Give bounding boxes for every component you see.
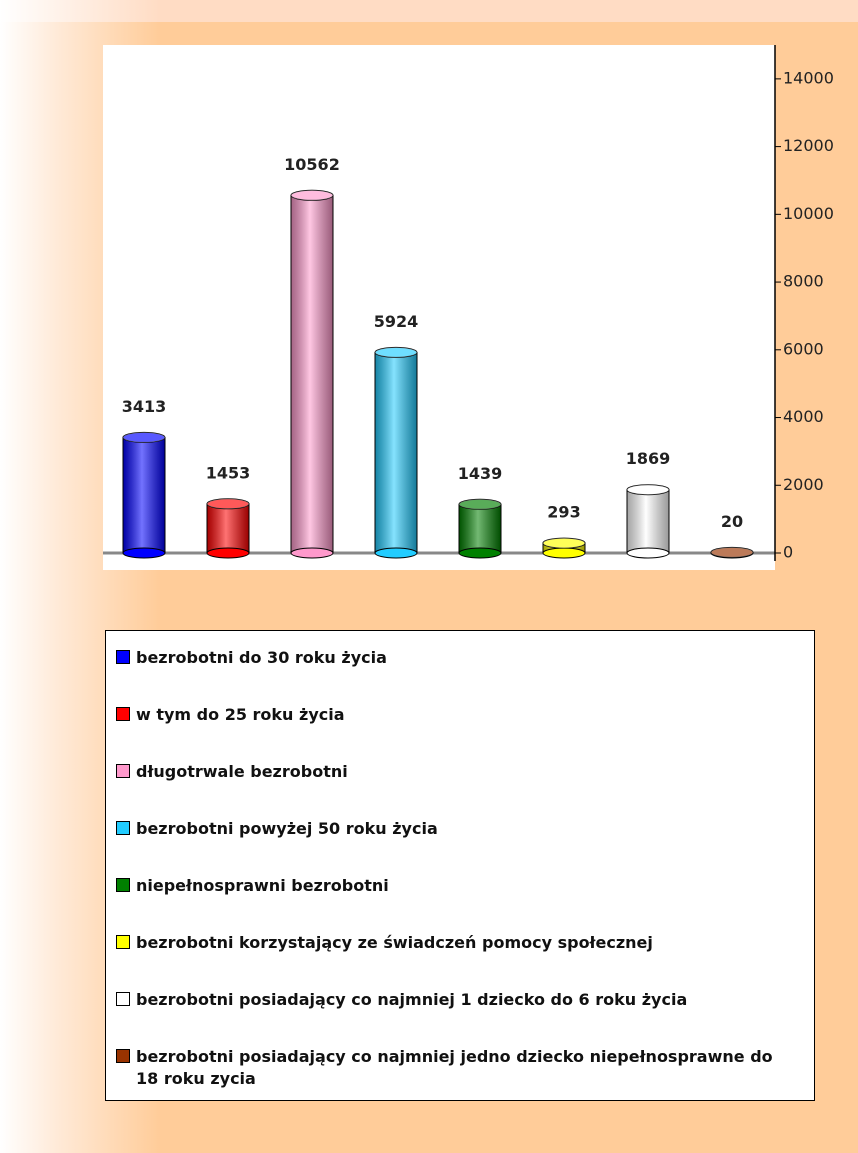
legend-label: bezrobotni posiadający co najmniej 1 dzi… [136, 990, 688, 1009]
bar-bottom [626, 547, 670, 559]
bar [290, 189, 334, 559]
legend-item: bezrobotni do 30 roku życia [106, 647, 814, 704]
y-tick-label: 2000 [783, 475, 824, 494]
bar-shade [207, 503, 249, 553]
bar [710, 546, 754, 559]
legend-label: długotrwale bezrobotni [136, 762, 348, 781]
legend-swatch [116, 650, 130, 664]
legend-swatch [116, 707, 130, 721]
bar-top-shine [711, 547, 753, 558]
legend-label: bezrobotni do 30 roku życia [136, 648, 387, 667]
legend-label: bezrobotni posiadający co najmniej jedno… [136, 1047, 773, 1088]
data-label: 20 [721, 512, 743, 531]
data-label: 10562 [284, 155, 340, 174]
bar-shade [123, 437, 165, 553]
legend-swatch [116, 1049, 130, 1063]
bar-shade [375, 352, 417, 553]
bar-top-shine [291, 190, 333, 201]
bar-top-shine [375, 347, 417, 358]
data-label: 5924 [374, 312, 419, 331]
bar-shade [291, 195, 333, 553]
bar-top [626, 484, 670, 496]
legend-item: bezrobotni powyżej 50 roku życia [106, 818, 814, 875]
y-tick-label: 10000 [783, 204, 834, 223]
bar-top-shine [627, 484, 669, 495]
bar-bottom [374, 547, 418, 559]
bar [626, 484, 670, 559]
bar-shade [627, 489, 669, 553]
bar-top-shine [207, 498, 249, 509]
bar [374, 346, 418, 559]
bar-top [290, 189, 334, 201]
legend-label: bezrobotni korzystający ze świadczeń pom… [136, 933, 653, 952]
legend-swatch [116, 935, 130, 949]
bar [458, 498, 502, 559]
bar-top [458, 498, 502, 510]
y-tick-label: 6000 [783, 339, 824, 358]
bar-top-shine [543, 538, 585, 549]
y-tick-label: 8000 [783, 272, 824, 291]
legend-item: niepełnosprawni bezrobotni [106, 875, 814, 932]
bar [206, 498, 250, 559]
bar-top-shine [123, 432, 165, 443]
bar-bottom [206, 547, 250, 559]
data-label: 1869 [626, 449, 671, 468]
data-label: 1439 [458, 464, 503, 483]
data-label: 293 [547, 503, 580, 522]
bar-top [374, 346, 418, 358]
bar-top [122, 431, 166, 443]
data-label: 1453 [206, 463, 251, 482]
legend-item: bezrobotni posiadający co najmniej 1 dzi… [106, 989, 814, 1046]
legend-swatch [116, 992, 130, 1006]
top-band [0, 0, 858, 22]
legend-item: długotrwale bezrobotni [106, 761, 814, 818]
legend-item: bezrobotni posiadający co najmniej jedno… [106, 1046, 814, 1103]
bar-top [206, 498, 250, 510]
y-tick-label: 0 [783, 543, 793, 562]
chart: 0 2000 4000 6000 8000 10000 12000 14000 3413 1453… [103, 45, 834, 570]
bar [122, 431, 166, 559]
bar-bottom [122, 547, 166, 559]
legend-swatch [116, 878, 130, 892]
plot-area [103, 45, 775, 570]
data-label: 3413 [122, 397, 167, 416]
bar-bottom [542, 547, 586, 559]
y-tick-label: 14000 [783, 68, 834, 87]
bar-bottom [290, 547, 334, 559]
bar-shade [459, 504, 501, 553]
y-tick-label: 12000 [783, 136, 834, 155]
bar-top [542, 537, 586, 549]
bar-top-shine [459, 499, 501, 510]
legend-label: w tym do 25 roku życia [136, 705, 345, 724]
legend: bezrobotni do 30 roku życia w tym do 25 r… [105, 630, 815, 1101]
legend-item: bezrobotni korzystający ze świadczeń pom… [106, 932, 814, 989]
legend-label: bezrobotni powyżej 50 roku życia [136, 819, 438, 838]
bar-bottom [458, 547, 502, 559]
legend-swatch [116, 764, 130, 778]
y-tick-label: 4000 [783, 407, 824, 426]
legend-swatch [116, 821, 130, 835]
bar [542, 537, 586, 559]
bar-top [710, 546, 754, 558]
legend-item: w tym do 25 roku życia [106, 704, 814, 761]
legend-label: niepełnosprawni bezrobotni [136, 876, 389, 895]
